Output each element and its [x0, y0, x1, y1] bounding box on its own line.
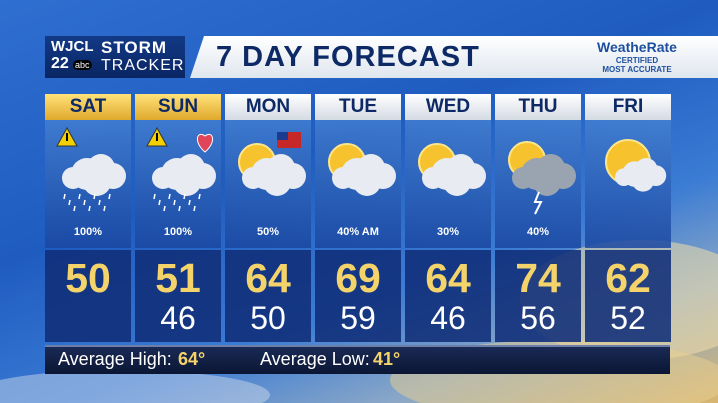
rain-drop: [63, 193, 66, 200]
weather-icon: [146, 126, 216, 212]
high-temp: 64: [425, 255, 471, 301]
brand-top: STORM: [101, 38, 168, 57]
rain-drop: [103, 205, 106, 212]
heart-icon: [197, 134, 213, 153]
day-name: FRI: [585, 94, 671, 120]
badge-line: CERTIFIED: [615, 56, 659, 65]
weather-icon: [605, 139, 667, 192]
lightning: [533, 191, 543, 215]
weather-icon: [328, 143, 396, 196]
badge-name: WeatheRate: [597, 39, 677, 55]
cloud-part: [173, 168, 201, 196]
avg-low-label: Average Low:: [260, 349, 370, 369]
rain-drop: [108, 193, 111, 200]
day-name: TUE: [315, 94, 401, 120]
rain-drop: [153, 193, 156, 200]
day-name: WED: [405, 94, 491, 120]
avg-low: 41°: [373, 349, 401, 369]
low-temp: 46: [430, 300, 466, 336]
title: 7 DAY FORECAST: [216, 41, 480, 73]
flag-stars: [277, 132, 288, 140]
rain-drop: [78, 193, 81, 200]
badge-line: MOST ACCURATE: [602, 65, 672, 74]
title-bar: 7 DAY FORECAST WeatheRate CERTIFIED MOST…: [190, 36, 718, 78]
temp-panel: [135, 250, 221, 342]
rain-drop: [68, 199, 71, 206]
rain-drop: [188, 199, 191, 206]
precip-chance: 40% AM: [337, 226, 379, 238]
day-name: THU: [495, 94, 581, 120]
temp-panel: [405, 250, 491, 342]
precip-chance: 100%: [73, 226, 103, 238]
rain-drop: [158, 199, 161, 206]
avg-high: 64°: [178, 349, 206, 369]
low-temp: 46: [160, 300, 196, 336]
brand-bottom: TRACKER: [101, 57, 185, 74]
high-temp: 62: [605, 255, 651, 301]
cloud-part: [263, 168, 291, 196]
warning-mark: [66, 133, 68, 141]
cloud-part: [83, 168, 111, 196]
weather-icon: [238, 132, 306, 196]
cloud-part: [353, 168, 381, 196]
day-name: MON: [225, 94, 311, 120]
weather-icon: [418, 143, 486, 196]
high-temp: 64: [245, 255, 291, 301]
day-name: SUN: [135, 94, 221, 120]
day-name: SAT: [45, 94, 131, 120]
station-logo: WJCL 22 abc STORM TRACKER: [45, 36, 185, 78]
precip-chance: 50%: [256, 226, 280, 238]
weather-icon: [56, 126, 126, 212]
temp-panel: [315, 250, 401, 342]
station-call: WJCL: [51, 38, 94, 55]
precip-chance: 40%: [526, 226, 550, 238]
cloud-part: [533, 168, 561, 196]
network: abc: [73, 60, 92, 70]
rain-drop: [193, 205, 196, 212]
rain-drop: [83, 199, 86, 206]
cloud-part: [242, 167, 264, 189]
high-temp: 51: [155, 255, 201, 301]
cloud-backdrop: [0, 370, 270, 403]
precip-chance: 30%: [436, 226, 460, 238]
high-temp: 50: [65, 255, 111, 301]
high-temp: 69: [335, 255, 381, 301]
rain-drop: [73, 205, 76, 212]
cloud-part: [332, 167, 354, 189]
low-temp: 52: [610, 300, 646, 336]
temp-panel: [585, 250, 671, 342]
channel: 22: [51, 55, 69, 72]
rain-drop: [93, 193, 96, 200]
high-temp: 74: [515, 255, 561, 301]
weather-icon: [508, 141, 576, 215]
low-temp: 56: [520, 300, 556, 336]
avg-high-label: Average High:: [58, 349, 172, 369]
temp-panel: [495, 250, 581, 342]
cloud-part: [152, 167, 174, 189]
cloud-part: [615, 168, 633, 186]
rain-drop: [163, 205, 166, 212]
temp-panel: [45, 250, 131, 342]
warning-mark: [156, 133, 158, 141]
precip-chance: 100%: [163, 226, 193, 238]
low-temp: 50: [250, 300, 286, 336]
footer-bar: [45, 345, 670, 374]
rain-drop: [98, 199, 101, 206]
temp-panel: [225, 250, 311, 342]
rain-drop: [88, 205, 91, 212]
cloud-part: [422, 167, 444, 189]
rain-drop: [183, 193, 186, 200]
rain-drop: [198, 193, 201, 200]
cloud-part: [443, 168, 471, 196]
rain-drop: [168, 193, 171, 200]
low-temp: 59: [340, 300, 376, 336]
cloud-part: [512, 167, 534, 189]
cloud-part: [62, 167, 84, 189]
rain-drop: [178, 205, 181, 212]
cloud-part: [631, 169, 655, 192]
rain-drop: [173, 199, 176, 206]
